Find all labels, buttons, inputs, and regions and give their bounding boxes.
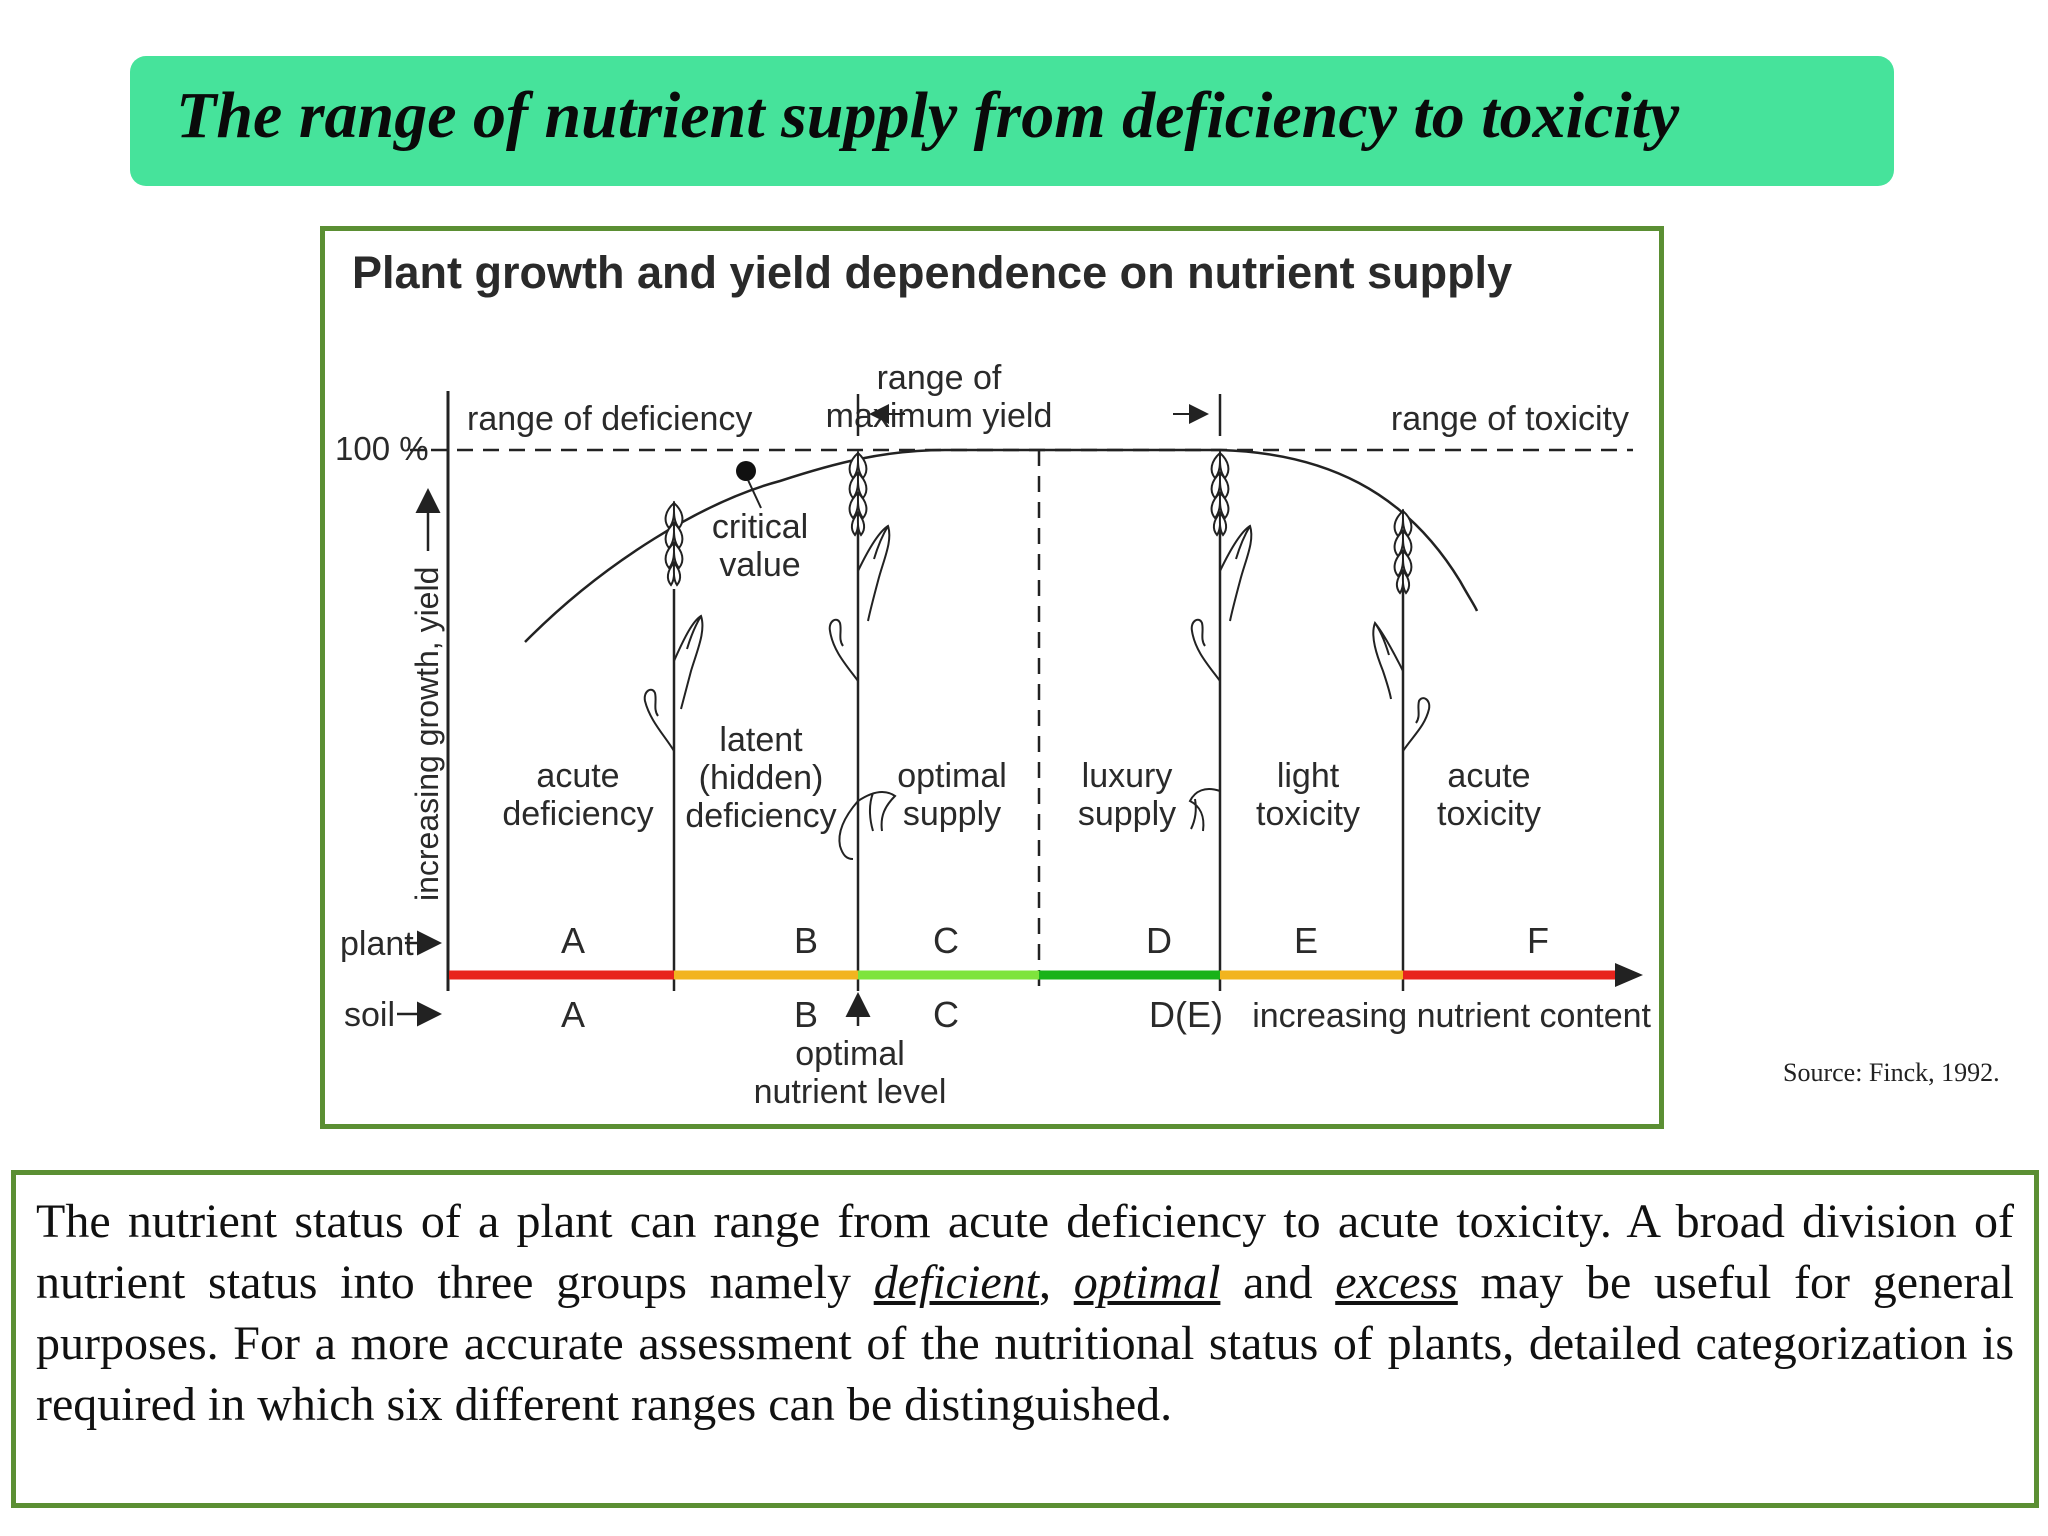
soil-letter-a: A xyxy=(561,994,585,1035)
y-tick-100: 100 % xyxy=(335,430,429,467)
plant-letter-b: B xyxy=(794,920,818,961)
plant-stem-1 xyxy=(643,502,704,991)
zone-label-1: acute deficiency xyxy=(502,757,653,833)
figure-title: Plant growth and yield dependence on nut… xyxy=(352,247,1512,298)
term-excess: excess xyxy=(1335,1256,1458,1309)
zone-4-line3: supply xyxy=(1078,795,1176,833)
range-max-yield-line2: maximum yield xyxy=(826,397,1053,435)
zone-1-line2: acute xyxy=(536,757,619,795)
nutrient-supply-diagram: Plant growth and yield dependence on nut… xyxy=(335,247,1652,1111)
critical-value-line2: value xyxy=(719,546,800,584)
zone-label-3: optimal supply xyxy=(897,757,1007,833)
range-max-yield-line1: range of xyxy=(877,359,1002,397)
body-paragraph: The nutrient status of a plant can range… xyxy=(36,1191,2014,1435)
plant-stem-4 xyxy=(1372,510,1431,991)
soil-letter-c: C xyxy=(933,994,959,1035)
zone-4-line2: luxury xyxy=(1082,757,1173,795)
soil-row-label: soil xyxy=(344,996,395,1034)
body-part-1: The nutrient status of a plant can range… xyxy=(36,1195,2014,1309)
plant-stem-2 xyxy=(828,452,897,991)
critical-value-line1: critical xyxy=(712,508,808,546)
optimal-level-line1: optimal xyxy=(795,1035,905,1073)
zone-1-line3: deficiency xyxy=(502,795,653,833)
range-toxicity-label: range of toxicity xyxy=(1391,400,1629,438)
zone-2-line3: deficiency xyxy=(685,797,836,835)
zone-label-4: luxury supply xyxy=(1078,757,1176,833)
critical-value-leader xyxy=(747,479,762,509)
zone-6-line3: toxicity xyxy=(1437,795,1541,833)
zone-2-line2: (hidden) xyxy=(699,759,824,797)
soil-letter-b: B xyxy=(794,994,818,1035)
body-sep-1: , xyxy=(1038,1256,1074,1309)
plant-stem-3 xyxy=(1188,452,1253,991)
nutrient-axis-bar xyxy=(449,963,1643,987)
x-axis-label: increasing nutrient content xyxy=(1252,997,1651,1035)
source-citation: Source: Finck, 1992. xyxy=(1783,1058,2000,1087)
optimal-level-line2: nutrient level xyxy=(754,1073,947,1111)
zone-label-2: latent (hidden) deficiency xyxy=(685,721,836,835)
soil-letter-de: D(E) xyxy=(1149,994,1223,1035)
plant-row-label: plant xyxy=(340,925,414,963)
critical-value-point xyxy=(736,461,756,481)
zone-2-line1: latent xyxy=(719,721,803,759)
zone-5-line3: toxicity xyxy=(1256,795,1360,833)
plant-letter-e: E xyxy=(1294,920,1318,961)
body-part-2: and xyxy=(1220,1256,1336,1309)
plant-letter-c: C xyxy=(933,920,959,961)
zone-3-line2: optimal xyxy=(897,757,1007,795)
body-text-box: The nutrient status of a plant can range… xyxy=(11,1170,2039,1508)
body-part-3: may be useful for general purposes. For … xyxy=(36,1256,2015,1431)
slide-title: The range of nutrient supply from defici… xyxy=(176,79,1680,152)
title-banner: The range of nutrient supply from defici… xyxy=(130,56,1894,186)
zone-5-line2: light xyxy=(1277,757,1340,795)
plant-letter-a: A xyxy=(561,920,585,961)
zone-6-line2: acute xyxy=(1447,757,1530,795)
zone-label-5: light toxicity xyxy=(1256,757,1360,833)
zone-label-6: acute toxicity xyxy=(1437,757,1541,833)
term-deficient: deficient xyxy=(873,1256,1039,1309)
figure-frame: Plant growth and yield dependence on nut… xyxy=(320,226,1664,1129)
plant-letter-d: D xyxy=(1146,920,1172,961)
plant-letter-f: F xyxy=(1527,920,1549,961)
y-axis-label: increasing growth, yield xyxy=(409,567,445,901)
term-optimal: optimal xyxy=(1073,1256,1221,1309)
zone-3-line3: supply xyxy=(903,795,1001,833)
axis-arrowhead xyxy=(1615,963,1643,987)
range-deficiency-label: range of deficiency xyxy=(467,400,752,438)
